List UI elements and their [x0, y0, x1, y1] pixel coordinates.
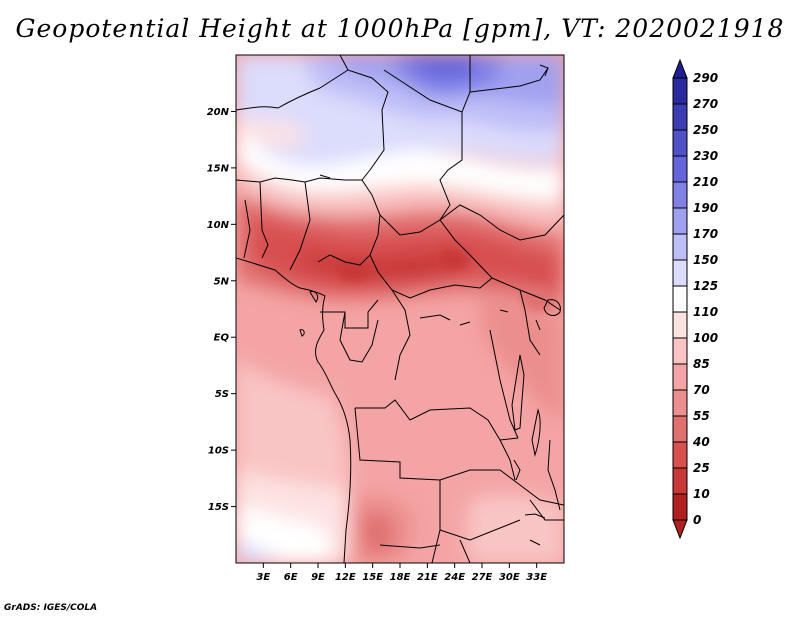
colorbar-label: 290	[693, 71, 718, 85]
colorbar-label: 0	[693, 513, 701, 527]
map-title: Geopotential Height at 1000hPa [gpm], VT…	[15, 14, 785, 43]
lon-tick-label: 9E	[311, 572, 325, 583]
colorbar-swatch	[672, 103, 688, 131]
lat-tick-label: EQ	[214, 333, 230, 344]
colorbar-label: 210	[693, 175, 718, 189]
colorbar-label: 25	[693, 461, 710, 475]
colorbar-label: 85	[693, 357, 710, 371]
colorbar-swatch	[672, 363, 688, 391]
colorbar-label: 150	[693, 253, 718, 267]
colorbar-label: 170	[693, 227, 718, 241]
colorbar-swatch	[672, 415, 688, 443]
lat-tick-label: 20N	[207, 107, 230, 118]
colorbar-swatch	[672, 441, 688, 469]
lat-tick-label: 15N	[207, 163, 230, 174]
colorbar-swatch	[672, 337, 688, 365]
colorbar-swatch	[672, 181, 688, 209]
colorbar-label: 10	[693, 487, 710, 501]
colorbar-bottom-arrow	[672, 519, 688, 540]
colorbar-label: 40	[692, 435, 710, 449]
lon-tick-label: 12E	[335, 572, 356, 583]
colorbar: 2902702502302101901701501251101008570554…	[672, 58, 718, 540]
colorbar-swatch	[672, 311, 688, 339]
longitude-axis: 3E 6E 9E 12E 15E 18E 21E 24E 27E 30E 33E	[256, 563, 547, 583]
colorbar-label: 230	[693, 149, 718, 163]
lon-tick-label: 33E	[526, 572, 547, 583]
colorbar-swatch	[672, 233, 688, 261]
colorbar-swatch	[672, 493, 688, 521]
lon-tick-label: 21E	[417, 572, 438, 583]
colorbar-swatch	[672, 129, 688, 157]
height-field	[236, 55, 564, 563]
lon-tick-label: 30E	[499, 572, 520, 583]
latitude-axis: 20N 15N 10N 5N EQ 5S 10S 15S	[207, 107, 236, 513]
lon-tick-label: 3E	[256, 572, 270, 583]
colorbar-label: 125	[693, 279, 718, 293]
colorbar-swatch	[672, 155, 688, 183]
lat-tick-label: 10S	[208, 446, 229, 457]
lon-tick-label: 15E	[362, 572, 383, 583]
grads-credit: GrADS: IGES/COLA	[4, 603, 98, 613]
colorbar-swatch	[672, 77, 688, 105]
colorbar-label: 270	[693, 97, 718, 111]
country-borders	[236, 55, 564, 563]
colorbar-label: 110	[693, 305, 718, 319]
colorbar-label: 190	[693, 201, 718, 215]
colorbar-label: 70	[693, 383, 710, 397]
colorbar-swatch	[672, 467, 688, 495]
lat-tick-label: 5S	[215, 389, 229, 400]
lakes	[299, 64, 561, 546]
lon-tick-label: 6E	[284, 572, 298, 583]
colorbar-label: 100	[693, 331, 718, 345]
lon-tick-label: 18E	[390, 572, 411, 583]
colorbar-swatch	[672, 207, 688, 235]
lat-tick-label: 15S	[208, 502, 229, 513]
colorbar-swatch	[672, 259, 688, 287]
colorbar-swatch	[672, 285, 688, 313]
lat-tick-label: 5N	[214, 276, 230, 287]
colorbar-label: 55	[693, 409, 710, 423]
colorbar-swatch	[672, 389, 688, 417]
lon-tick-label: 27E	[472, 572, 493, 583]
colorbar-label: 250	[693, 123, 718, 137]
lat-tick-label: 10N	[207, 220, 230, 231]
colorbar-top-arrow	[672, 58, 688, 79]
lon-tick-label: 24E	[444, 572, 465, 583]
